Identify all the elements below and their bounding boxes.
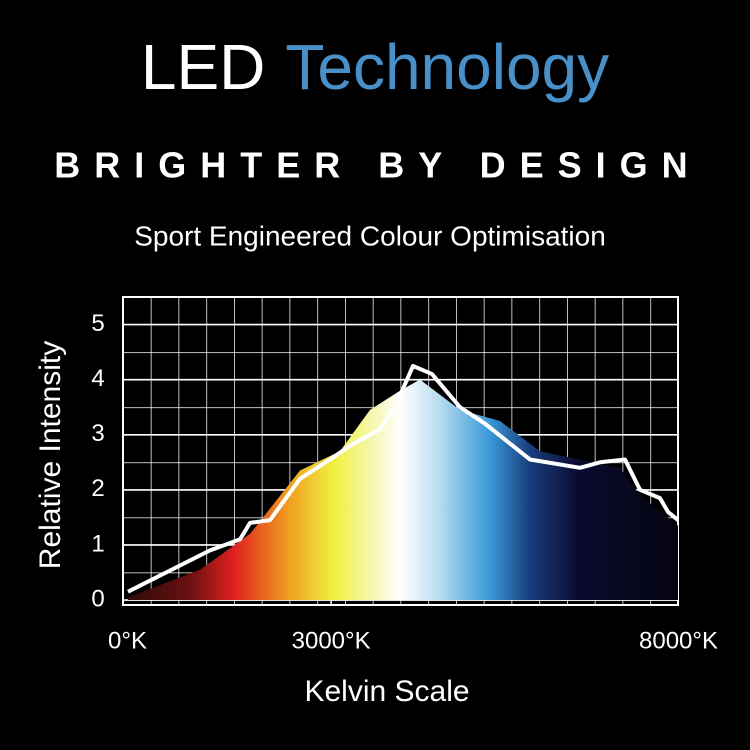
title-highlight: Technology — [285, 31, 609, 103]
x-tick-label: 3000°K — [292, 627, 371, 654]
y-tick-label: 1 — [91, 530, 104, 557]
spectrum-area — [127, 379, 679, 600]
x-tick-label: 0°K — [108, 627, 147, 654]
subtitle: BRIGHTER BY DESIGN — [54, 145, 701, 186]
title: LED — [141, 31, 266, 103]
x-tick-label: 8000°K — [639, 627, 718, 654]
x-axis-label: Kelvin Scale — [304, 675, 469, 708]
y-tick-label: 0 — [91, 585, 104, 612]
y-tick-label: 2 — [91, 475, 104, 502]
y-axis-label: Relative Intensity — [34, 341, 67, 569]
y-tick-label: 4 — [91, 365, 104, 392]
intensity-line — [127, 363, 680, 594]
subtitle2: Sport Engineered Colour Optimisation — [134, 220, 606, 251]
y-tick-label: 3 — [91, 420, 104, 447]
y-tick-label: 5 — [91, 310, 104, 337]
